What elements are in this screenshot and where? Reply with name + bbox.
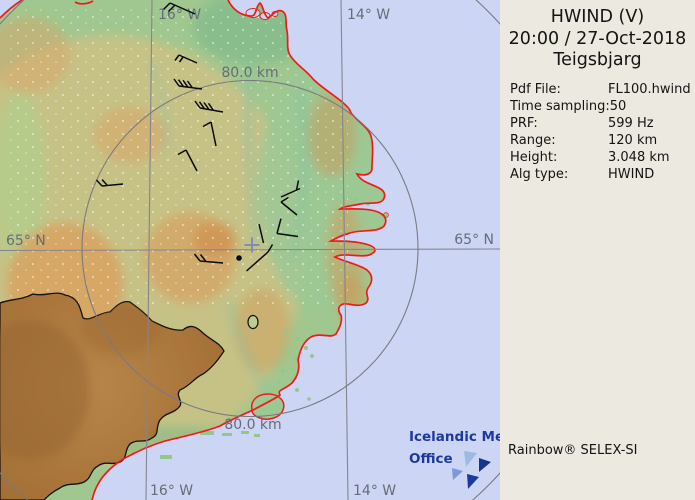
- field-value: 599 Hz: [608, 115, 654, 131]
- wind-barb: [174, 54, 198, 64]
- wind-barb: [280, 196, 298, 216]
- wind-barb: [202, 121, 217, 147]
- wind-barb: [276, 218, 299, 238]
- field-value: 50: [609, 98, 627, 114]
- map-labels: 16° W 14° W 16° W 14° W 65° N 65° N 80.0…: [6, 7, 494, 499]
- field-value: HWIND: [608, 166, 655, 182]
- range-rings: [0, 0, 500, 500]
- vendor-brand: Rainbow® SELEX-SI: [508, 443, 638, 458]
- coastline: [0, 0, 387, 500]
- field-value: FL100.hwind: [608, 81, 691, 97]
- field-row: Alg type: HWIND: [510, 166, 695, 183]
- graticule: [0, 0, 500, 500]
- field-value: 3.048 km: [608, 149, 670, 165]
- product-datetime: 20:00 / 27-Oct-2018: [508, 28, 687, 49]
- label-meridian-west-bottom: 16° W: [150, 483, 193, 499]
- field-row: Pdf File: FL100.hwind: [510, 81, 695, 98]
- info-panel: HWIND (V) 20:00 / 27-Oct-2018 Teigsbjarg…: [500, 0, 695, 500]
- label-range-ring-top: 80.0 km: [221, 65, 278, 81]
- label-parallel-right: 65° N: [454, 232, 494, 248]
- site-name: Teigsbjarg: [553, 50, 642, 70]
- label-meridian-east-top: 14° W: [347, 7, 390, 23]
- wind-barb: [162, 2, 196, 15]
- field-label: PRF:: [510, 115, 538, 131]
- field-label: Range:: [510, 132, 556, 148]
- range-ring-80km: [81, 79, 419, 418]
- map-view[interactable]: 16° W 14° W 16° W 14° W 65° N 65° N 80.0…: [0, 0, 500, 500]
- field-label: Time sampling:: [510, 98, 610, 114]
- wind-barb: [95, 178, 124, 187]
- site-dot-icon: [236, 255, 242, 261]
- lake-contour: [247, 314, 259, 330]
- wind-barb: [194, 100, 224, 113]
- wind-barb: [193, 253, 224, 264]
- field-row: PRF: 599 Hz: [510, 115, 695, 132]
- label-range-ring-bottom: 80.0 km: [224, 417, 281, 433]
- imo-logo: Icelandic Met Office: [409, 429, 500, 489]
- imo-logo-text-line1: Icelandic Met: [409, 429, 500, 445]
- field-label: Pdf File:: [510, 81, 561, 97]
- parallel-65n: [0, 248, 500, 252]
- wind-barb: [177, 149, 198, 172]
- field-value: 120 km: [608, 132, 658, 148]
- label-parallel-left: 65° N: [6, 233, 46, 249]
- wind-barb: [280, 180, 301, 198]
- radar-map-canvas[interactable]: 16° W 14° W 16° W 14° W 65° N 65° N 80.0…: [0, 0, 500, 500]
- field-row: Height: 3.048 km: [510, 149, 695, 166]
- imo-logo-text-line2: Office: [409, 451, 453, 467]
- field-row: Time sampling: 50: [510, 98, 695, 115]
- product-title: HWIND (V): [550, 7, 645, 27]
- wind-barb: [246, 244, 274, 272]
- site-cross-icon: [244, 237, 260, 253]
- label-meridian-east-bottom: 14° W: [353, 483, 396, 499]
- field-list: Pdf File: FL100.hwind Time sampling: 50 …: [500, 81, 695, 183]
- imo-logo-icon: [452, 451, 491, 489]
- field-label: Alg type:: [510, 166, 569, 182]
- field-row: Range: 120 km: [510, 132, 695, 149]
- wind-barbs: [95, 2, 301, 272]
- wind-barb: [173, 78, 203, 90]
- wind-barb: [258, 223, 265, 244]
- field-label: Height:: [510, 149, 558, 165]
- radar-site-marker: [236, 237, 260, 261]
